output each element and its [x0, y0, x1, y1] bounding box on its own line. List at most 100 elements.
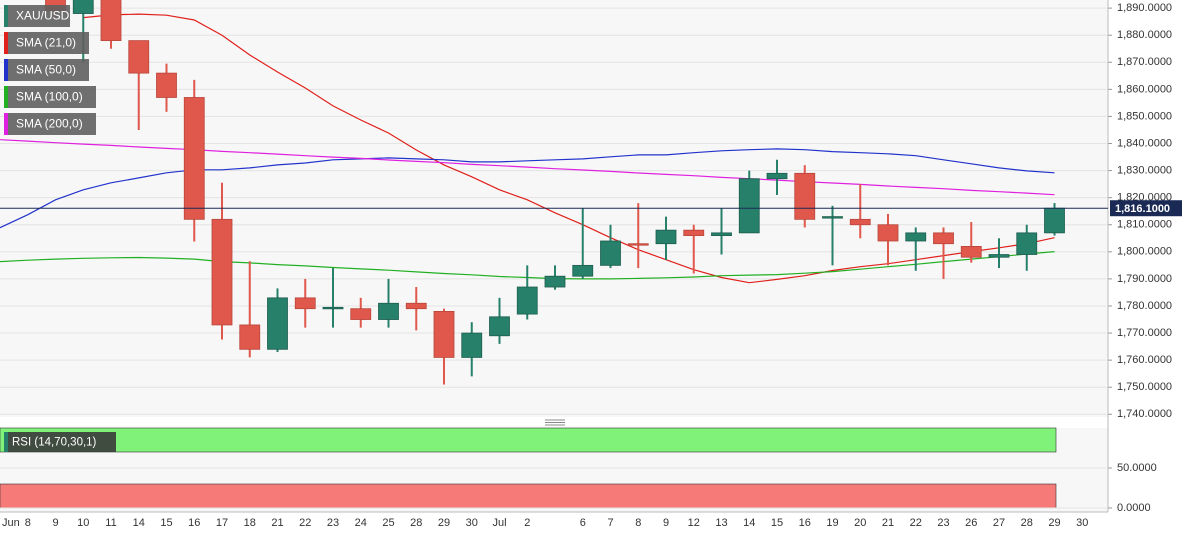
candle-body [239, 324, 261, 350]
legend-box [4, 113, 96, 135]
sma-line [0, 139, 1055, 196]
y-tick-label: 1,840.0000 [1117, 137, 1172, 149]
x-tick-label: 29 [1048, 517, 1060, 529]
y-tick-label: 50.0000 [1117, 462, 1157, 474]
candle-body [516, 286, 538, 315]
legend-label: SMA (100,0) [16, 90, 83, 104]
candle-body [267, 297, 288, 350]
legend-swatch [4, 432, 8, 452]
legend-box [4, 86, 96, 108]
x-tick-label: 8 [25, 517, 31, 529]
x-tick-label: 28 [1021, 517, 1033, 529]
y-tick-label: 1,780.0000 [1117, 300, 1172, 312]
x-tick-label: 13 [715, 517, 727, 529]
x-tick-label: 21 [271, 517, 283, 529]
y-tick-label: 1,770.0000 [1117, 327, 1172, 339]
rsi-band [0, 483, 1057, 509]
x-tick-label: 9 [663, 517, 669, 529]
x-tick-label: 8 [635, 517, 641, 529]
legend-box [4, 432, 116, 452]
legend-box [4, 32, 89, 54]
x-tick-label: 26 [965, 517, 977, 529]
rsi-band [0, 427, 1057, 453]
candle-body [794, 172, 816, 220]
candle-body [711, 232, 732, 236]
candle-body [627, 243, 649, 246]
x-tick-label: 14 [743, 517, 755, 529]
candle-body [350, 308, 372, 320]
legend-swatch [4, 32, 8, 54]
legend-swatch [4, 5, 8, 27]
x-tick-label: 27 [993, 517, 1005, 529]
x-tick-label: 14 [133, 517, 145, 529]
candle-body [156, 72, 177, 98]
y-tick-label: 1,800.0000 [1117, 246, 1172, 258]
x-tick-label: 29 [438, 517, 450, 529]
legend-swatch [4, 86, 8, 108]
candle-body [960, 246, 982, 258]
candle-body [294, 297, 316, 310]
panel-splitter [545, 419, 565, 426]
legend-swatch [4, 113, 8, 135]
x-tick-label: 30 [1076, 517, 1088, 529]
x-tick-label: 23 [937, 517, 949, 529]
x-tick-label: 7 [607, 517, 613, 529]
x-tick-label: 22 [910, 517, 922, 529]
candle-body [1016, 232, 1038, 255]
x-tick-label: 20 [854, 517, 866, 529]
x-tick-label: 15 [160, 517, 172, 529]
last-price-box [1110, 200, 1182, 217]
x-tick-label: 23 [327, 517, 339, 529]
candle-body [933, 232, 954, 245]
candle-body [378, 302, 399, 320]
candle-body [128, 40, 150, 74]
candle-body [322, 306, 344, 310]
x-tick-label: 11 [105, 517, 116, 529]
y-tick-label: 1,860.0000 [1117, 83, 1172, 95]
candle-body [405, 302, 427, 310]
x-tick-label: 18 [244, 517, 256, 529]
candle-body [683, 229, 705, 236]
y-tick-label: 1,830.0000 [1117, 164, 1172, 176]
x-tick-label: 21 [882, 517, 894, 529]
x-tick-label: 24 [355, 517, 367, 529]
legend-label: SMA (200,0) [16, 117, 83, 131]
legend-swatch [4, 59, 8, 81]
candle-body [489, 316, 510, 337]
x-tick-label: 2 [524, 517, 530, 529]
candle-body [72, 0, 94, 14]
x-tick-label: 22 [299, 517, 311, 529]
legend-box [4, 59, 89, 81]
x-tick-label: 30 [466, 517, 478, 529]
x-tick-label: 6 [580, 517, 586, 529]
x-tick-label: 25 [382, 517, 394, 529]
legend-label: XAU/USD [16, 9, 70, 23]
y-tick-label: 1,750.0000 [1117, 381, 1172, 393]
candle-body [100, 0, 122, 42]
candle-body [183, 97, 205, 220]
candle-body [600, 240, 621, 266]
candle-body [461, 332, 483, 358]
x-tick-label: Jun [2, 517, 20, 529]
x-tick-label: 16 [799, 517, 811, 529]
sma-line [0, 148, 1055, 229]
x-tick-label: 9 [52, 517, 58, 529]
x-tick-label: 28 [410, 517, 422, 529]
legend-box [4, 5, 70, 27]
candle-body [905, 232, 927, 242]
y-tick-label: 1,880.0000 [1117, 29, 1172, 41]
y-tick-label: 0.0000 [1117, 502, 1151, 514]
x-tick-label: 17 [216, 517, 228, 529]
y-tick-label: 1,870.0000 [1117, 56, 1172, 68]
x-tick-label: 10 [77, 517, 89, 529]
y-tick-label: 1,850.0000 [1117, 110, 1172, 122]
candle-body [1044, 207, 1065, 234]
candle-body [211, 218, 233, 326]
candle-body [877, 224, 899, 242]
x-tick-label: 15 [771, 517, 783, 529]
y-tick-label: 1,760.0000 [1117, 354, 1172, 366]
legend-label: SMA (21,0) [16, 36, 76, 50]
x-tick-label: Jul [492, 517, 506, 529]
candle-body [655, 229, 677, 245]
